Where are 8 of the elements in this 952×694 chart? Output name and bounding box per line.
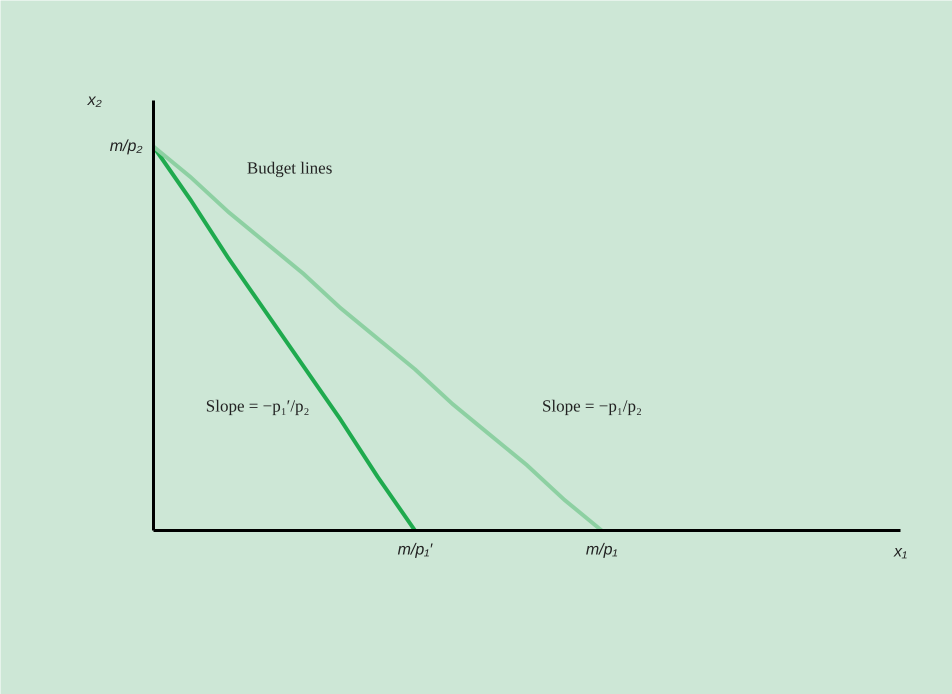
annotation: Slope = −p₁′/p₂ [206, 396, 310, 416]
x-axis-title: x₁ [892, 544, 908, 560]
y-axis-title: x₂ [86, 92, 102, 109]
annotation: Slope = −p₁/p₂ [542, 396, 642, 416]
text: m/p₂ [110, 138, 143, 156]
x-tick-label: m/p₁ [586, 542, 618, 558]
annotation: Budget lines [246, 158, 332, 178]
x-tick-label: m/p₁′ [398, 542, 434, 558]
